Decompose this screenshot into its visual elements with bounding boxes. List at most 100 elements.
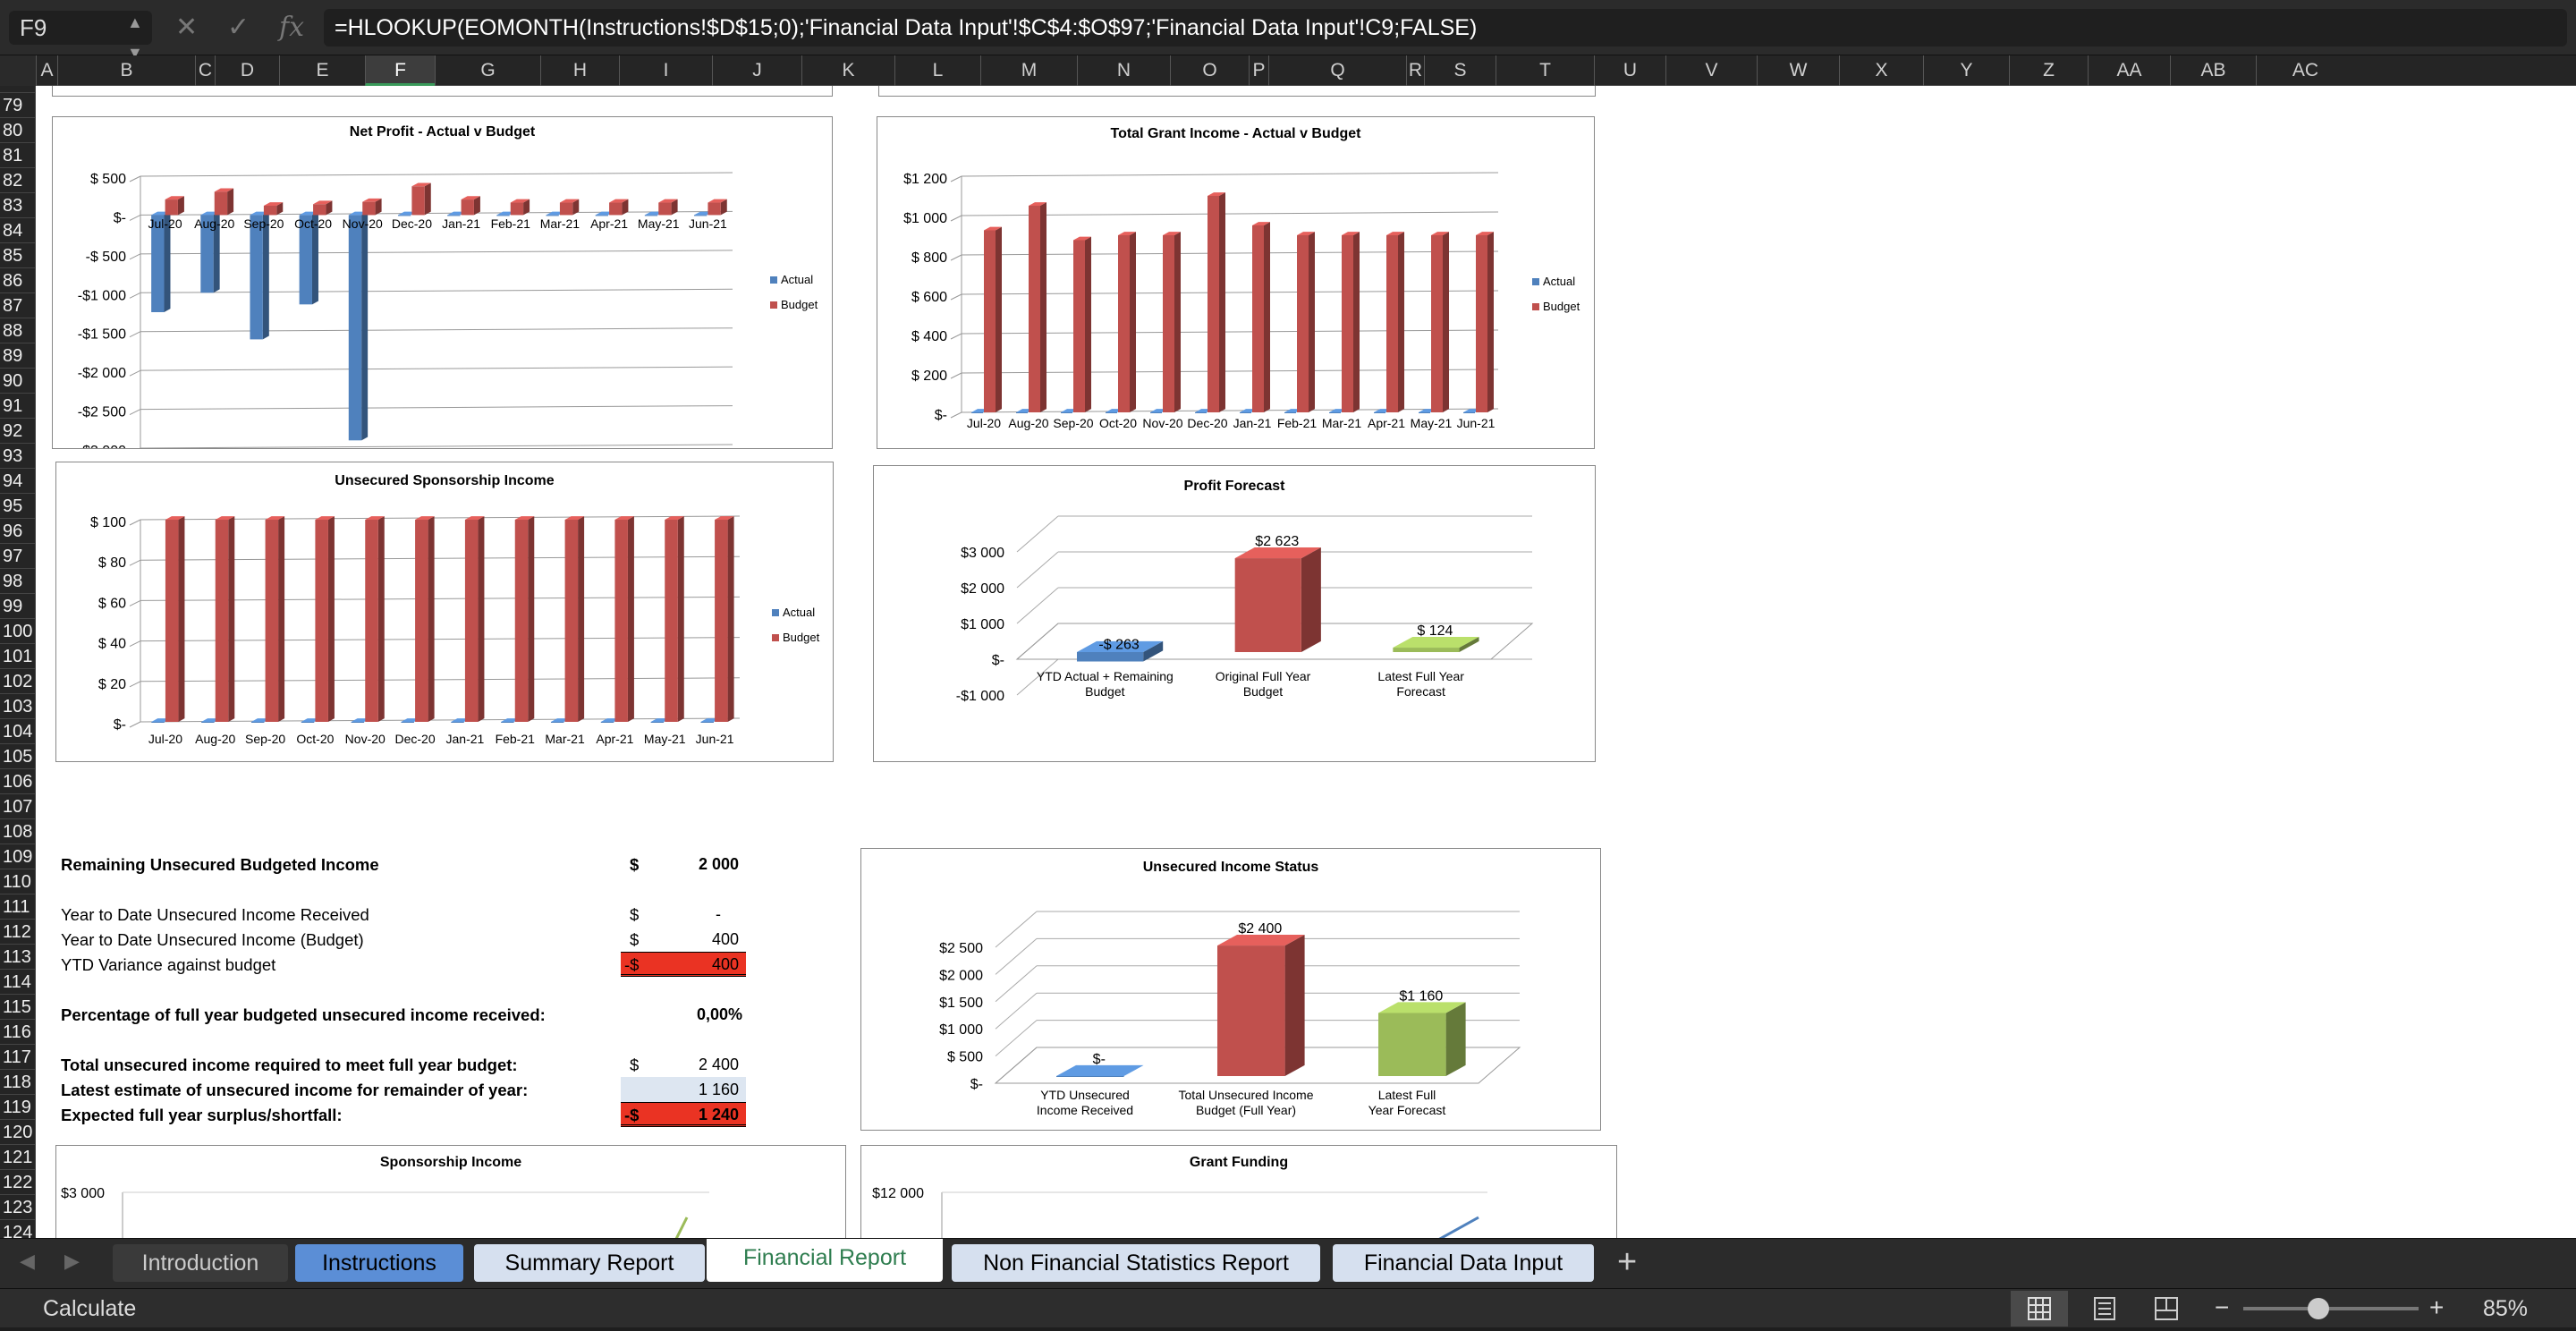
sheet-tab[interactable]: Non Financial Statistics Report: [952, 1244, 1320, 1282]
row-header[interactable]: 119: [0, 1095, 35, 1120]
row-header[interactable]: 110: [0, 869, 35, 894]
row-header[interactable]: 92: [0, 419, 35, 444]
column-header-y[interactable]: Y: [1923, 55, 2009, 86]
row-header[interactable]: 93: [0, 444, 35, 469]
row-header[interactable]: 100: [0, 619, 35, 644]
row-header[interactable]: 101: [0, 644, 35, 669]
row-header[interactable]: 95: [0, 494, 35, 519]
page-layout-icon[interactable]: [2077, 1291, 2131, 1327]
column-header-t[interactable]: T: [1496, 55, 1594, 86]
pct-value[interactable]: 0,00%: [696, 1005, 742, 1023]
latest-estimate-cell[interactable]: [621, 1077, 746, 1102]
row-header[interactable]: 85: [0, 243, 35, 268]
row-header[interactable]: 89: [0, 343, 35, 369]
row-header[interactable]: 98: [0, 569, 35, 594]
row-header[interactable]: 121: [0, 1145, 35, 1170]
sponsorship-line-chart[interactable]: Sponsorship Income $3 000: [55, 1145, 846, 1238]
row-header[interactable]: 80: [0, 118, 35, 143]
column-header-e[interactable]: E: [279, 55, 365, 86]
row-header[interactable]: 87: [0, 293, 35, 318]
row-header[interactable]: 103: [0, 694, 35, 719]
column-header-c[interactable]: C: [195, 55, 215, 86]
ytd-received-value[interactable]: -: [716, 905, 721, 923]
add-sheet-icon[interactable]: +: [1617, 1243, 1638, 1281]
total-required-value[interactable]: 2 400: [698, 1055, 739, 1073]
row-header[interactable]: 106: [0, 769, 35, 794]
sheet-tab[interactable]: Instructions: [295, 1244, 463, 1282]
column-header-g[interactable]: G: [435, 55, 540, 86]
expected-cell[interactable]: [621, 1102, 746, 1127]
row-header[interactable]: 120: [0, 1120, 35, 1145]
row-header[interactable]: 115: [0, 995, 35, 1020]
zoom-in-icon[interactable]: +: [2429, 1293, 2445, 1321]
normal-view-icon[interactable]: [2011, 1291, 2068, 1327]
unsecured-status-chart[interactable]: Unsecured Income Status $2 500 $2 000 $1 5…: [860, 848, 1601, 1131]
row-header[interactable]: 114: [0, 970, 35, 995]
row-header[interactable]: 88: [0, 318, 35, 343]
formula-input[interactable]: =HLOOKUP(EOMONTH(Instructions!$D$15;0);'…: [324, 9, 2567, 47]
grant-funding-chart[interactable]: Grant Funding $12 000$10 000: [860, 1145, 1617, 1238]
row-header[interactable]: 86: [0, 268, 35, 293]
variance-cell[interactable]: [621, 952, 746, 977]
row-header[interactable]: 112: [0, 920, 35, 945]
row-header[interactable]: 83: [0, 193, 35, 218]
column-header-p[interactable]: P: [1249, 55, 1268, 86]
row-header[interactable]: 123: [0, 1195, 35, 1220]
row-header[interactable]: 113: [0, 945, 35, 970]
sheet-tab[interactable]: Financial Data Input: [1333, 1244, 1594, 1282]
column-header-q[interactable]: Q: [1268, 55, 1406, 86]
column-header-h[interactable]: H: [540, 55, 619, 86]
grant-income-chart[interactable]: Total Grant Income - Actual v Budget $1 …: [877, 116, 1595, 449]
select-all-corner[interactable]: [0, 55, 36, 86]
row-header[interactable]: 78: [0, 86, 35, 93]
row-header[interactable]: 97: [0, 544, 35, 569]
column-header-n[interactable]: N: [1077, 55, 1170, 86]
column-header-k[interactable]: K: [801, 55, 894, 86]
confirm-icon[interactable]: ✓: [227, 13, 250, 42]
cancel-icon[interactable]: ✕: [175, 13, 199, 42]
sheet-grid[interactable]: Net Profit - Actual v Budget $ 500 $- -$ 5…: [36, 86, 2576, 1238]
row-header[interactable]: 107: [0, 794, 35, 819]
row-header[interactable]: 124: [0, 1220, 35, 1238]
column-header-ab[interactable]: AB: [2170, 55, 2256, 86]
row-header[interactable]: 105: [0, 744, 35, 769]
column-header-m[interactable]: M: [980, 55, 1077, 86]
column-header-v[interactable]: V: [1665, 55, 1757, 86]
column-header-j[interactable]: J: [712, 55, 801, 86]
row-header[interactable]: 81: [0, 143, 35, 168]
column-header-aa[interactable]: AA: [2088, 55, 2170, 86]
row-header[interactable]: 111: [0, 894, 35, 920]
column-header-r[interactable]: R: [1406, 55, 1424, 86]
name-box[interactable]: F9: [9, 11, 152, 45]
column-header-w[interactable]: W: [1757, 55, 1839, 86]
row-header[interactable]: 122: [0, 1170, 35, 1195]
column-header-o[interactable]: O: [1170, 55, 1249, 86]
zoom-slider-handle[interactable]: [2308, 1298, 2329, 1319]
prev-sheet-icon[interactable]: ◀: [20, 1250, 35, 1272]
row-header[interactable]: 79: [0, 93, 35, 118]
row-header[interactable]: 90: [0, 369, 35, 394]
column-header-a[interactable]: A: [36, 55, 57, 86]
function-icon[interactable]: fx: [279, 12, 305, 43]
row-header[interactable]: 94: [0, 469, 35, 494]
ytd-budget-value[interactable]: 400: [711, 930, 739, 948]
row-header[interactable]: 108: [0, 819, 35, 844]
sponsorship-income-chart[interactable]: Unsecured Sponsorship Income $ 100 $ 80 $ …: [55, 462, 834, 762]
net-profit-chart[interactable]: Net Profit - Actual v Budget $ 500 $- -$ 5…: [52, 116, 833, 459]
column-header-l[interactable]: L: [894, 55, 980, 86]
column-header-ac[interactable]: AC: [2256, 55, 2354, 86]
remaining-value[interactable]: 2 000: [698, 855, 739, 873]
column-header-z[interactable]: Z: [2009, 55, 2088, 86]
column-header-x[interactable]: X: [1839, 55, 1923, 86]
row-header[interactable]: 82: [0, 168, 35, 193]
row-header[interactable]: 102: [0, 669, 35, 694]
zoom-slider[interactable]: [2243, 1307, 2419, 1310]
sheet-tab[interactable]: Introduction: [113, 1244, 288, 1282]
page-break-icon[interactable]: [2140, 1291, 2193, 1327]
column-header-s[interactable]: S: [1424, 55, 1496, 86]
row-header[interactable]: 104: [0, 719, 35, 744]
row-header[interactable]: 109: [0, 844, 35, 869]
zoom-level[interactable]: 85%: [2483, 1296, 2529, 1321]
row-header[interactable]: 116: [0, 1020, 35, 1045]
row-header[interactable]: 118: [0, 1070, 35, 1095]
